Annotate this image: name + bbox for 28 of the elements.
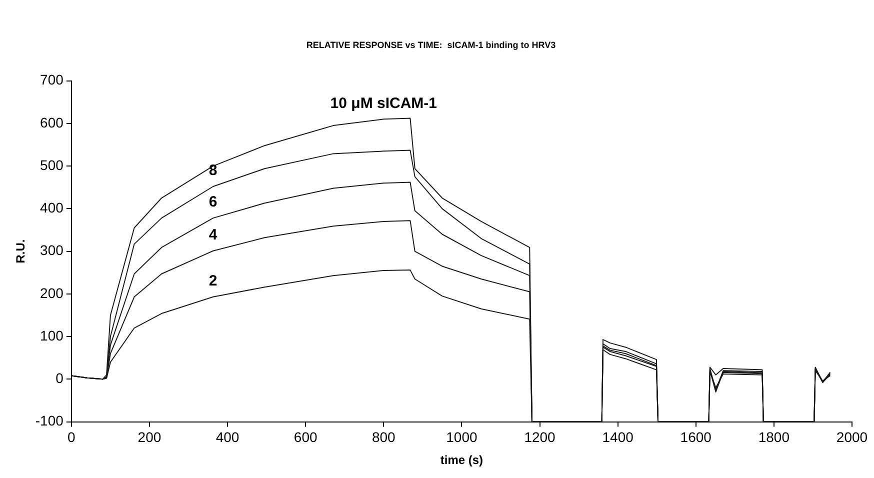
x-tick-label: 800 [372, 429, 396, 446]
y-tick-label: 100 [40, 327, 64, 344]
x-tick-label: 2000 [836, 429, 868, 446]
x-tick-label: 1000 [446, 429, 478, 446]
x-tick-label: 1800 [758, 429, 790, 446]
y-tick-label: 700 [40, 72, 64, 88]
y-tick-label: 0 [56, 370, 64, 386]
y-tick-label: 600 [40, 114, 64, 130]
series-label: 4 [208, 226, 218, 244]
chart-title: RELATIVE RESPONSE vs TIME: sICAM-1 binding to HRV3 [306, 40, 556, 50]
x-tick-label: 600 [294, 429, 318, 446]
y-tick-label: -100 [35, 412, 64, 429]
y-tick-label: 300 [40, 242, 64, 258]
y-tick-label: 400 [40, 200, 64, 216]
x-tick-label: 1200 [524, 429, 556, 446]
y-tick-label: 500 [40, 156, 64, 173]
series-label: 6 [208, 194, 218, 211]
x-tick-label: 0 [68, 429, 76, 446]
y-tick-label: 200 [40, 284, 64, 301]
series-label: 8 [208, 162, 218, 180]
x-tick-label: 1400 [602, 429, 634, 446]
x-tick-label: 400 [216, 429, 240, 446]
series-label: 2 [208, 272, 218, 290]
x-axis-title: time (s) [440, 453, 484, 468]
x-tick-label: 200 [138, 429, 162, 446]
y-axis-title: R.U. [14, 239, 28, 264]
series-label: 10 μM sICAM-1 [330, 94, 438, 112]
x-tick-label: 1600 [680, 429, 712, 446]
